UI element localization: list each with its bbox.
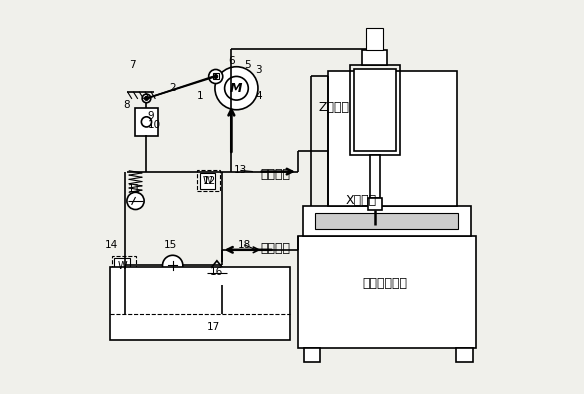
Text: Z轴平台: Z轴平台 [319,101,350,114]
Text: M: M [230,82,243,95]
Text: W: W [117,261,127,271]
Bar [298,236,476,348]
Bar [315,213,458,229]
Bar [366,28,383,50]
Text: 7: 7 [129,60,135,70]
Bar [112,256,135,275]
Circle shape [144,97,148,100]
Text: 17: 17 [206,322,220,332]
Circle shape [225,76,248,100]
Bar [110,268,290,340]
Bar [367,198,383,210]
Bar [370,155,380,198]
Text: 11: 11 [128,184,141,194]
Bar [328,71,457,206]
Text: 2: 2 [169,83,176,93]
Text: X轴平台: X轴平台 [346,193,377,206]
Text: 14: 14 [105,240,118,250]
Text: 3: 3 [255,65,262,75]
Text: 13: 13 [234,165,247,175]
Text: 冲液进水: 冲液进水 [260,168,291,181]
Text: 4: 4 [255,91,262,101]
Circle shape [142,94,151,103]
Bar [114,258,130,274]
Bar [361,50,387,65]
Text: 12: 12 [203,176,215,186]
Bar [135,108,158,136]
Text: 10: 10 [148,120,161,130]
Bar [354,69,396,151]
Circle shape [141,117,152,127]
Circle shape [215,67,258,110]
Circle shape [214,74,218,78]
Text: 5: 5 [244,60,251,70]
Bar [213,73,219,79]
Circle shape [208,69,223,84]
Bar [200,173,214,189]
Circle shape [127,192,144,210]
Text: 16: 16 [210,267,224,277]
Text: 15: 15 [164,240,176,250]
Circle shape [162,255,183,276]
Text: 9: 9 [147,111,154,121]
Bar [350,65,400,155]
Text: 1: 1 [197,91,203,101]
Bar [303,206,471,236]
Text: 回流出水: 回流出水 [260,242,291,255]
Bar [304,348,320,362]
Bar [456,348,472,362]
Text: 18: 18 [238,240,251,250]
Text: W: W [202,176,212,186]
Text: 6: 6 [228,56,235,66]
Text: 8: 8 [124,100,130,110]
Text: 电弧铣削机床: 电弧铣削机床 [363,277,408,290]
Bar [197,170,220,191]
